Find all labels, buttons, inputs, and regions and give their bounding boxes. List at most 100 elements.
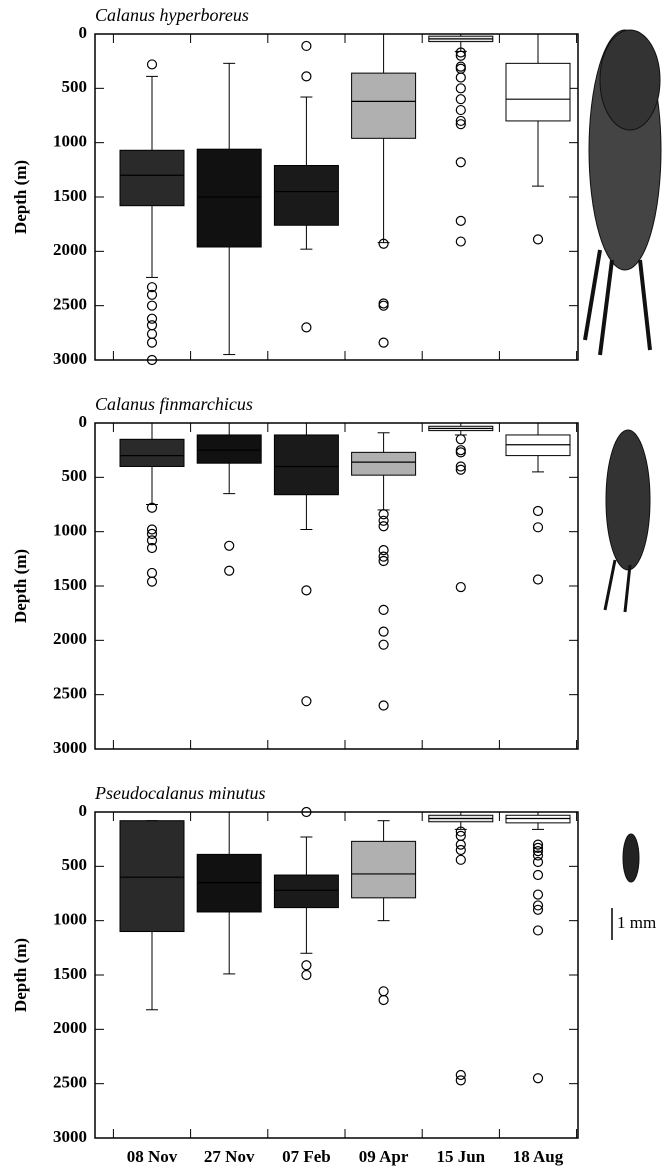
outlier	[378, 298, 389, 309]
y-tick-label: 1500	[53, 186, 87, 205]
y-tick-label: 3000	[53, 738, 87, 757]
outlier	[455, 72, 466, 83]
y-tick-label: 1500	[53, 575, 87, 594]
outlier	[455, 47, 466, 58]
box	[351, 840, 417, 899]
y-tick-label: 0	[79, 801, 88, 820]
y-tick-label: 2000	[53, 629, 87, 648]
outlier	[532, 842, 544, 853]
outlier	[378, 521, 389, 532]
outlier	[301, 696, 312, 707]
outlier	[455, 826, 466, 837]
outlier	[378, 515, 389, 526]
outlier	[301, 71, 312, 82]
outlier	[532, 900, 544, 911]
outlier	[146, 328, 158, 340]
outlier	[146, 535, 158, 546]
y-tick-label: 2000	[53, 1018, 87, 1037]
outlier	[378, 545, 389, 556]
box	[119, 149, 185, 207]
outlier	[532, 889, 544, 900]
outlier	[455, 434, 466, 445]
outlier	[532, 850, 544, 861]
y-tick-label: 2500	[53, 684, 87, 703]
outlier	[455, 445, 466, 456]
outlier	[455, 844, 466, 856]
box	[196, 434, 262, 464]
x-tick-label: 27 Nov	[204, 1147, 255, 1166]
outlier	[146, 528, 158, 539]
panel-title: Calanus finmarchicus	[95, 394, 253, 414]
outlier	[455, 94, 466, 105]
box	[505, 62, 571, 122]
outlier	[455, 104, 466, 116]
outlier	[146, 289, 158, 300]
outlier	[146, 313, 158, 324]
outlier	[378, 300, 389, 311]
outlier	[378, 551, 389, 562]
outlier	[455, 236, 466, 247]
outlier	[455, 83, 466, 94]
box	[196, 148, 262, 248]
outlier	[455, 61, 466, 72]
x-tick-label: 08 Nov	[127, 1147, 178, 1166]
copepod-illustrations	[583, 29, 662, 940]
outlier	[378, 555, 389, 567]
outlier	[146, 354, 158, 366]
outlier	[455, 115, 466, 127]
y-axis-label: Depth (m)	[11, 160, 30, 234]
outlier	[301, 40, 312, 52]
box	[273, 874, 339, 909]
y-tick-label: 1000	[53, 521, 87, 540]
outlier	[146, 576, 158, 587]
y-tick-label: 3000	[53, 1127, 87, 1146]
outlier	[146, 524, 158, 535]
outlier	[532, 904, 544, 915]
outlier	[532, 839, 544, 850]
outlier	[146, 542, 158, 554]
outlier	[532, 856, 544, 868]
outlier	[378, 994, 389, 1006]
y-axis-label: Depth (m)	[11, 938, 30, 1012]
outlier	[146, 282, 158, 293]
outlier	[378, 639, 389, 650]
outlier	[378, 986, 389, 997]
outlier	[146, 300, 158, 311]
outlier	[301, 585, 312, 596]
outlier	[455, 1069, 466, 1081]
x-tick-label: 18 Aug	[513, 1147, 564, 1166]
outlier	[455, 63, 466, 74]
y-tick-label: 2500	[53, 1073, 87, 1092]
scale-bar-label: 1 mm	[617, 913, 656, 932]
outlier	[455, 581, 466, 593]
outlier	[455, 839, 466, 850]
outlier	[455, 464, 466, 475]
outlier	[455, 1075, 466, 1086]
y-tick-label: 1000	[53, 910, 87, 929]
outlier	[378, 626, 389, 637]
y-tick-label: 2000	[53, 240, 87, 259]
box	[351, 451, 417, 476]
outlier	[455, 50, 466, 61]
y-tick-label: 2500	[53, 295, 87, 314]
y-tick-label: 1500	[53, 964, 87, 983]
y-tick-label: 0	[79, 412, 88, 431]
y-tick-label: 500	[62, 466, 88, 485]
outlier	[532, 522, 544, 533]
box	[119, 438, 185, 467]
outlier	[532, 846, 544, 857]
outlier	[301, 806, 312, 818]
outlier	[532, 869, 544, 881]
y-axis-label: Depth (m)	[11, 549, 30, 623]
outlier	[532, 234, 544, 245]
outlier	[146, 567, 158, 579]
outlier	[146, 502, 158, 513]
outlier	[146, 337, 158, 348]
outlier	[532, 1073, 544, 1084]
outlier	[455, 447, 466, 458]
y-tick-label: 1000	[53, 132, 87, 151]
outlier	[378, 509, 389, 520]
box	[119, 820, 185, 933]
outlier	[301, 322, 312, 333]
outlier	[532, 574, 544, 585]
